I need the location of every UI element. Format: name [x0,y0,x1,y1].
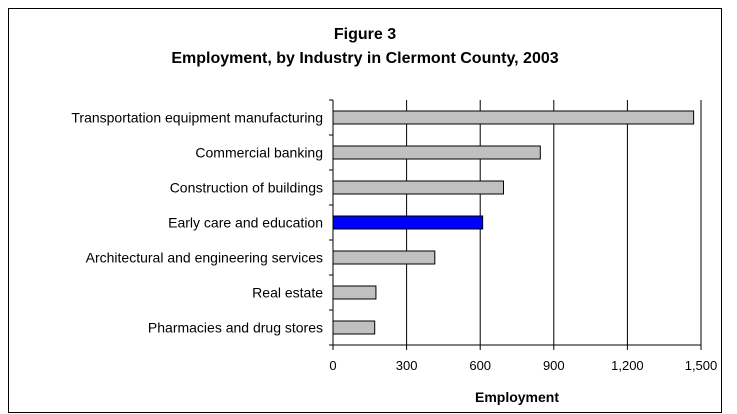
bar-architectural-and-engineering-services [332,250,436,265]
category-labels: Transportation equipment manufacturing Co… [71,110,323,336]
category-label-early-care-and-education: Early care and education [168,215,323,231]
chart-svg: Figure 3 Employment, by Industry in Cler… [71,26,717,405]
bar-early-care-and-education [332,215,484,230]
bar-real-estate [332,285,377,300]
x-tick-label-300: 300 [396,358,418,373]
tick-labels: 0 300 600 900 1,200 1,500 [329,358,717,373]
x-tick-label-0: 0 [329,358,336,373]
category-label-transportation-equipment-manufacturing: Transportation equipment manufacturing [71,110,323,126]
x-tick-label-1200: 1,200 [611,358,644,373]
bar-commercial-banking [332,145,541,160]
category-label-pharmacies-and-drug-stores: Pharmacies and drug stores [148,320,323,336]
bar-transportation-equipment-manufacturing [332,110,695,125]
category-label-real-estate: Real estate [252,285,323,301]
category-label-commercial-banking: Commercial banking [195,145,323,161]
axes [329,99,702,350]
bar-construction-of-buildings [332,180,505,195]
chart-subtitle: Employment, by Industry in Clermont Coun… [171,50,558,67]
bar-pharmacies-and-drug-stores [332,320,376,335]
gridlines [406,100,702,345]
x-tick-label-900: 900 [543,358,565,373]
category-label-architectural-and-engineering-services: Architectural and engineering services [86,250,323,266]
bars [332,110,695,335]
x-axis-title: Employment [475,389,559,405]
chart-frame: Figure 3 Employment, by Industry in Cler… [8,8,722,413]
x-tick-label-600: 600 [469,358,491,373]
category-label-construction-of-buildings: Construction of buildings [170,180,323,196]
x-tick-label-1500: 1,500 [685,358,718,373]
chart-title: Figure 3 [334,26,396,43]
